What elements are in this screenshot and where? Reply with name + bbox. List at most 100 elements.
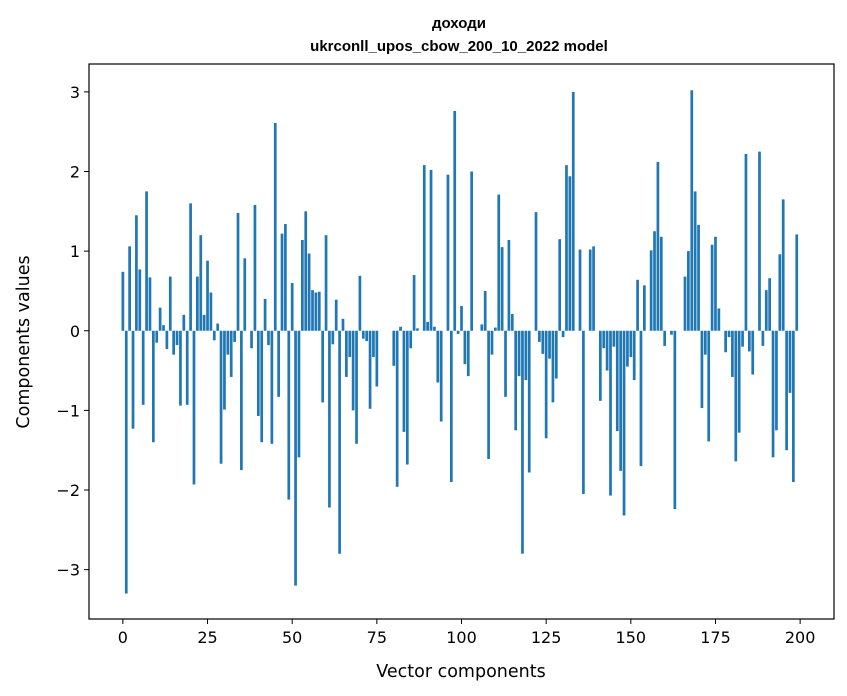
y-tick-label: 2 xyxy=(70,162,80,181)
bar-43 xyxy=(267,330,270,346)
bar-94 xyxy=(439,330,443,422)
bar-136 xyxy=(582,330,585,494)
bar-61 xyxy=(328,330,331,508)
bar-58 xyxy=(317,291,321,331)
bar-51 xyxy=(294,330,297,586)
bar-64 xyxy=(338,330,341,554)
bar-176 xyxy=(717,308,721,331)
bar-97 xyxy=(449,330,453,483)
bar-180 xyxy=(731,330,734,377)
bar-181 xyxy=(734,330,738,462)
bar-157 xyxy=(653,231,656,331)
bar-30 xyxy=(223,330,226,410)
bar-19 xyxy=(185,330,189,405)
bar-162 xyxy=(670,330,673,335)
bar-167 xyxy=(687,251,690,331)
bar-57 xyxy=(314,292,318,331)
bar-196 xyxy=(785,330,788,451)
bar-115 xyxy=(510,314,514,331)
bar-21 xyxy=(192,330,196,485)
y-tick-label: −2 xyxy=(56,481,80,500)
bar-2 xyxy=(128,246,131,331)
bar-193 xyxy=(775,330,778,431)
bar-72 xyxy=(365,330,369,342)
bar-15 xyxy=(172,330,176,355)
bar-67 xyxy=(348,330,352,358)
bar-189 xyxy=(761,330,765,346)
bar-6 xyxy=(141,330,145,405)
bar-179 xyxy=(727,330,731,338)
bar-166 xyxy=(683,276,687,331)
bar-75 xyxy=(375,330,379,387)
bar-152 xyxy=(636,279,639,331)
bar-101 xyxy=(463,330,467,365)
x-tick-label: 150 xyxy=(616,628,647,647)
x-axis-label: Vector components xyxy=(376,662,545,682)
bar-45 xyxy=(273,122,277,331)
bar-29 xyxy=(219,330,223,464)
bar-102 xyxy=(466,330,470,377)
y-tick-label: 0 xyxy=(70,322,80,341)
bar-148 xyxy=(622,330,626,516)
bar-87 xyxy=(416,328,419,331)
bar-198 xyxy=(792,330,795,483)
bar-1 xyxy=(124,330,128,594)
bar-10 xyxy=(155,330,159,343)
bar-70 xyxy=(358,275,362,331)
bar-120 xyxy=(527,330,531,473)
bar-122 xyxy=(534,212,538,331)
bar-96 xyxy=(446,174,450,331)
bar-100 xyxy=(460,306,463,331)
bar-158 xyxy=(656,161,660,331)
bar-28 xyxy=(216,323,220,331)
bar-69 xyxy=(355,330,358,444)
bar-56 xyxy=(311,290,314,331)
bar-8 xyxy=(148,277,152,331)
bar-83 xyxy=(402,330,406,432)
bar-12 xyxy=(162,325,165,331)
bar-107 xyxy=(483,290,487,331)
bar-110 xyxy=(494,327,497,331)
bar-84 xyxy=(405,330,409,465)
bar-119 xyxy=(524,330,528,381)
x-tick-label: 200 xyxy=(785,628,816,647)
bar-38 xyxy=(250,330,253,349)
chart-title-line2: ukrconll_upos_cbow_200_10_2022 model xyxy=(310,38,608,55)
bar-41 xyxy=(260,330,264,443)
bar-194 xyxy=(778,254,782,331)
bar-112 xyxy=(500,247,504,331)
y-tick-label: 3 xyxy=(70,83,80,102)
bar-40 xyxy=(256,330,260,416)
bar-49 xyxy=(287,330,291,500)
bar-71 xyxy=(361,330,365,339)
bar-9 xyxy=(151,330,155,443)
x-tick-label: 125 xyxy=(531,628,562,647)
bar-63 xyxy=(334,299,338,331)
bar-130 xyxy=(561,330,565,338)
bar-59 xyxy=(321,330,325,403)
bar-99 xyxy=(456,330,460,334)
bar-143 xyxy=(605,330,609,371)
bar-129 xyxy=(558,239,562,331)
bar-128 xyxy=(554,330,558,379)
x-tick-label: 75 xyxy=(367,628,387,647)
chart-title-line1: доходи xyxy=(432,15,486,32)
bar-55 xyxy=(307,253,311,331)
bar-146 xyxy=(615,330,619,432)
bar-82 xyxy=(399,326,402,331)
bar-47 xyxy=(280,233,284,331)
bar-127 xyxy=(551,330,555,403)
bar-90 xyxy=(426,321,429,331)
bar-125 xyxy=(544,330,548,439)
bar-144 xyxy=(609,330,612,496)
bar-86 xyxy=(412,275,416,331)
bar-108 xyxy=(487,330,490,459)
bar-163 xyxy=(673,330,677,510)
bar-113 xyxy=(504,330,507,397)
bar-159 xyxy=(659,236,663,331)
bar-35 xyxy=(240,330,243,471)
bar-66 xyxy=(345,330,348,377)
bar-46 xyxy=(277,330,280,397)
bar-80 xyxy=(392,330,396,366)
